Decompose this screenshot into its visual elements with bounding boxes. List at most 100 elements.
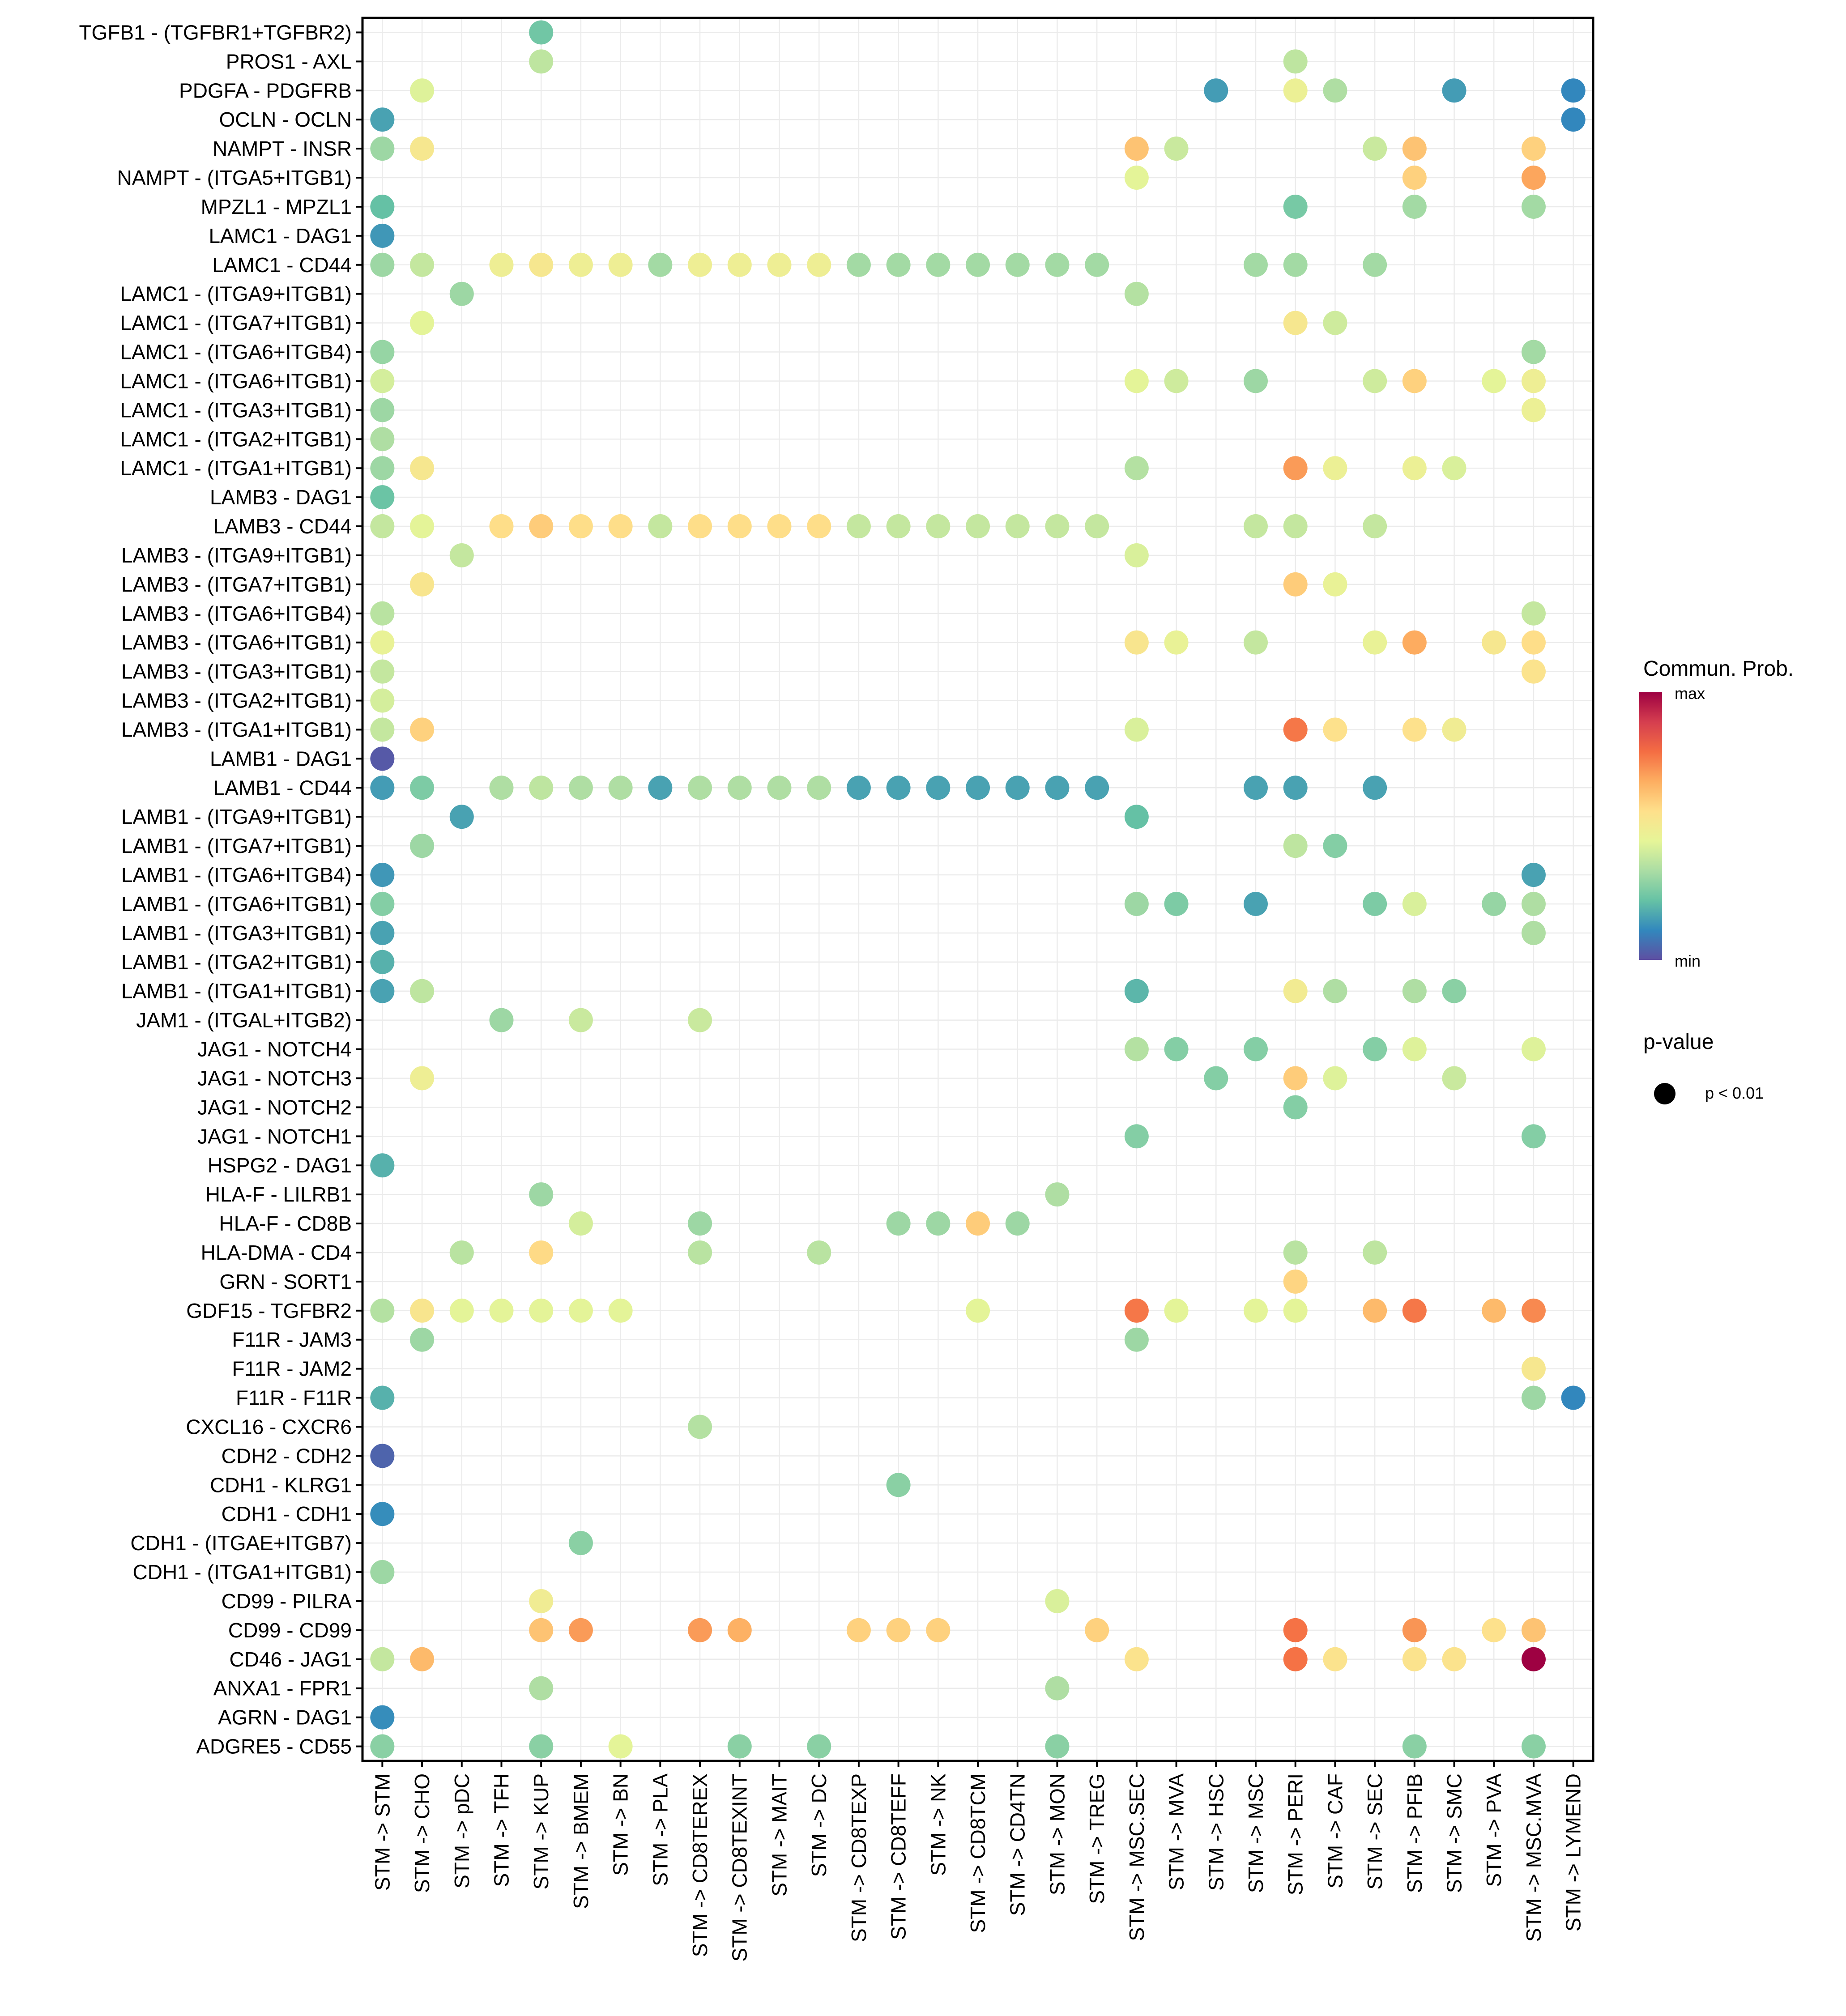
x-tick-label: STM -> CD8TEXP xyxy=(847,1773,870,1942)
data-point xyxy=(370,1153,395,1178)
data-point xyxy=(410,1298,435,1323)
data-point xyxy=(410,514,435,539)
data-point xyxy=(886,1618,911,1642)
data-point xyxy=(1085,252,1109,277)
data-point xyxy=(1124,369,1149,393)
data-point xyxy=(1124,979,1149,1003)
data-point xyxy=(1521,863,1546,887)
data-point xyxy=(1521,1037,1546,1061)
data-point xyxy=(1442,979,1467,1003)
x-tick-label: STM -> SMC xyxy=(1443,1773,1466,1893)
data-point xyxy=(1521,1124,1546,1149)
data-point xyxy=(370,1734,395,1759)
data-point xyxy=(1124,1327,1149,1352)
y-tick-label: CDH1 - (ITGAE+ITGB7) xyxy=(130,1531,352,1555)
data-point xyxy=(767,776,792,800)
x-tick-label: STM -> CHO xyxy=(410,1773,434,1893)
y-tick-label: LAMB3 - CD44 xyxy=(213,515,352,538)
data-point xyxy=(1283,717,1308,742)
y-tick-label: LAMC1 - (ITGA6+ITGB4) xyxy=(120,341,352,364)
data-point xyxy=(370,921,395,945)
y-tick-label: LAMB1 - CD44 xyxy=(213,776,352,799)
data-point xyxy=(370,717,395,742)
data-point xyxy=(886,776,911,800)
y-tick-label: JAG1 - NOTCH1 xyxy=(197,1125,352,1148)
data-point xyxy=(688,776,712,800)
data-point xyxy=(489,1008,514,1032)
x-tick-label: STM -> TFH xyxy=(490,1773,513,1887)
data-point xyxy=(1124,1647,1149,1671)
data-point xyxy=(1402,891,1427,916)
y-tick-label: CDH1 - CDH1 xyxy=(222,1502,352,1526)
data-point xyxy=(568,514,593,539)
data-point xyxy=(568,1211,593,1236)
x-tick-label: STM -> DC xyxy=(807,1773,831,1877)
size-legend-title: p-value xyxy=(1643,1030,1714,1054)
data-point xyxy=(410,717,435,742)
data-point xyxy=(727,1618,752,1642)
data-point xyxy=(568,1298,593,1323)
data-point xyxy=(1124,630,1149,655)
data-point xyxy=(1283,834,1308,858)
x-tick-label: STM -> CD8TCM xyxy=(966,1773,989,1933)
y-tick-label: LAMB1 - (ITGA7+ITGB1) xyxy=(121,834,352,857)
data-point xyxy=(727,514,752,539)
x-tick-label: STM -> NK xyxy=(926,1773,950,1876)
data-point xyxy=(370,340,395,364)
y-tick-label: LAMC1 - DAG1 xyxy=(209,224,352,247)
y-tick-label: LAMB1 - (ITGA3+ITGB1) xyxy=(121,921,352,945)
data-point xyxy=(1521,1356,1546,1381)
data-points xyxy=(370,20,1586,1759)
data-point xyxy=(449,281,474,306)
data-point xyxy=(767,252,792,277)
y-tick-label: OCLN - OCLN xyxy=(219,108,352,131)
data-point xyxy=(1085,776,1109,800)
data-point xyxy=(449,1298,474,1323)
x-tick-label: STM -> MVA xyxy=(1165,1773,1188,1890)
y-tick-label: CD99 - CD99 xyxy=(228,1619,352,1642)
data-point xyxy=(1283,252,1308,277)
y-tick-label: LAMC1 - (ITGA9+ITGB1) xyxy=(120,282,352,306)
data-point xyxy=(489,776,514,800)
data-point xyxy=(1482,1298,1506,1323)
x-tick-label: STM -> BMEM xyxy=(569,1773,593,1909)
data-point xyxy=(1521,1618,1546,1642)
data-point xyxy=(1045,776,1070,800)
data-point xyxy=(370,688,395,713)
data-point xyxy=(608,1734,633,1759)
data-point xyxy=(370,398,395,422)
data-point xyxy=(1124,1124,1149,1149)
y-tick-label: HSPG2 - DAG1 xyxy=(208,1154,352,1177)
data-point xyxy=(1521,369,1546,393)
data-point xyxy=(1323,311,1347,335)
data-point xyxy=(449,805,474,829)
data-point xyxy=(1363,1037,1387,1061)
data-point xyxy=(1323,1066,1347,1091)
data-point xyxy=(1164,630,1189,655)
size-legend-label: p < 0.01 xyxy=(1705,1084,1764,1102)
data-point xyxy=(410,252,435,277)
data-point xyxy=(1283,78,1308,103)
data-point xyxy=(1283,979,1308,1003)
data-point xyxy=(1005,252,1030,277)
color-legend-min-label: min xyxy=(1675,952,1701,970)
data-point xyxy=(1402,194,1427,219)
data-point xyxy=(370,979,395,1003)
x-tick-label: STM -> CD8TEREX xyxy=(688,1773,712,1957)
data-point xyxy=(846,1618,871,1642)
x-tick-label: STM -> PVA xyxy=(1482,1773,1505,1887)
data-point xyxy=(1402,1647,1427,1671)
data-point xyxy=(886,1473,911,1497)
data-point xyxy=(370,863,395,887)
data-point xyxy=(688,1618,712,1642)
y-tick-label: LAMB1 - (ITGA9+ITGB1) xyxy=(121,805,352,828)
data-point xyxy=(1402,136,1427,161)
data-point xyxy=(489,514,514,539)
y-tick-label: LAMB1 - (ITGA1+ITGB1) xyxy=(121,980,352,1003)
color-legend-max-label: max xyxy=(1675,684,1705,703)
x-tick-label: STM -> CD4TN xyxy=(1006,1773,1029,1916)
data-point xyxy=(1521,891,1546,916)
data-point xyxy=(886,514,911,539)
data-point xyxy=(1283,1095,1308,1120)
data-point xyxy=(1363,1240,1387,1265)
